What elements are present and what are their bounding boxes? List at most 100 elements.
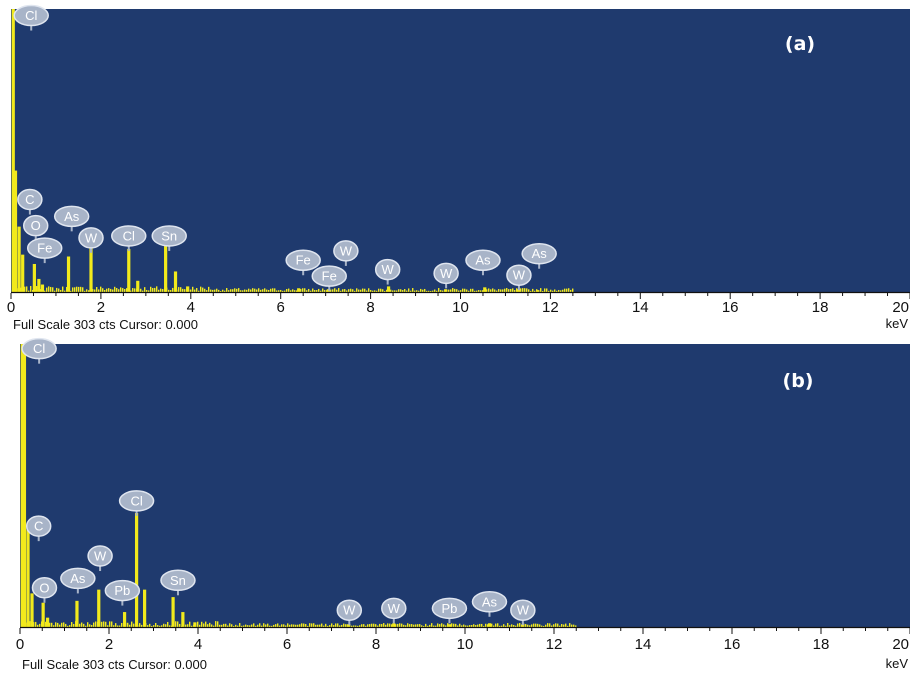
background-noise (187, 624, 189, 627)
background-noise (498, 289, 500, 292)
background-noise (554, 289, 556, 292)
background-noise (325, 623, 327, 627)
background-noise (308, 288, 310, 292)
background-noise (147, 625, 149, 627)
background-noise (363, 624, 365, 627)
background-noise (473, 624, 475, 627)
background-noise (499, 625, 501, 627)
x-tick-label: 0 (16, 636, 24, 653)
background-noise (93, 622, 95, 627)
spectrum-peak (487, 623, 492, 627)
background-noise (91, 625, 93, 627)
background-noise (416, 290, 418, 292)
x-axis: 0 2 4 6 8 10 12 14 16 18 20 (7, 291, 910, 316)
background-noise (472, 288, 474, 292)
background-noise (480, 290, 482, 292)
background-noise (146, 289, 148, 292)
peak-label-text: Fe (37, 241, 52, 256)
peak-label: W (336, 599, 363, 626)
background-noise (85, 625, 87, 627)
background-noise (162, 289, 164, 292)
background-noise (515, 625, 517, 627)
background-noise (57, 622, 59, 627)
peak-label: As (471, 591, 508, 617)
background-noise (454, 288, 456, 292)
background-noise (284, 290, 286, 292)
background-noise (263, 623, 265, 627)
peak-label-text: C (25, 192, 34, 207)
background-noise (315, 624, 317, 627)
background-noise (382, 289, 384, 292)
background-noise (555, 623, 557, 627)
background-noise (310, 290, 312, 292)
background-noise (410, 290, 412, 292)
background-noise (133, 623, 135, 627)
background-noise (236, 288, 238, 292)
peak-label: O (31, 577, 58, 603)
background-noise (387, 623, 389, 627)
background-noise (151, 625, 153, 627)
spectrum-peak (37, 278, 41, 292)
plot-area (20, 344, 910, 627)
background-noise (101, 621, 103, 627)
background-noise (129, 624, 131, 627)
background-noise (522, 288, 524, 292)
peak-label-text: Sn (161, 228, 177, 243)
background-noise (81, 622, 83, 627)
spectrum-peak (346, 624, 351, 627)
peak-label: W (510, 599, 536, 626)
background-noise (65, 623, 67, 627)
background-noise (231, 624, 233, 627)
background-noise (264, 288, 266, 292)
background-noise (366, 290, 368, 292)
x-tick-label: 20 (892, 636, 909, 653)
spectrum-peak (26, 524, 30, 627)
background-noise (571, 624, 573, 627)
background-noise (391, 624, 393, 627)
peak-label-text: Cl (130, 493, 142, 508)
background-noise (159, 625, 161, 627)
spectrum-peak (171, 597, 175, 627)
spectrum-peak (483, 287, 487, 292)
background-noise (175, 621, 177, 627)
background-noise (230, 289, 232, 292)
background-noise (63, 622, 65, 627)
background-noise (207, 624, 209, 627)
background-noise (234, 288, 236, 292)
background-noise (89, 624, 91, 627)
background-noise (79, 623, 81, 627)
peak-label: C (25, 515, 52, 542)
spectrum-peak (143, 589, 147, 627)
background-noise (452, 288, 454, 292)
background-noise (302, 288, 304, 292)
background-noise (552, 290, 554, 292)
background-noise (386, 289, 388, 292)
background-noise (469, 625, 471, 627)
background-noise (289, 624, 291, 627)
background-noise (323, 625, 325, 627)
background-noise (249, 625, 251, 627)
x-tick-label: 18 (812, 299, 829, 316)
background-noise (479, 623, 481, 627)
background-noise (490, 289, 492, 292)
background-noise (394, 290, 396, 292)
background-noise (389, 623, 391, 627)
background-noise (450, 289, 452, 292)
background-noise (463, 624, 465, 627)
spectrum-peak (13, 170, 18, 292)
spectrum-peak (521, 624, 525, 627)
background-noise (407, 623, 409, 627)
background-noise (291, 624, 293, 627)
spectrum-bars (20, 344, 577, 627)
background-noise (134, 288, 136, 292)
background-noise (531, 624, 533, 627)
background-noise (132, 288, 134, 292)
panel-label: (a) (785, 33, 815, 55)
peak-label-text: As (475, 253, 491, 268)
background-noise (118, 289, 120, 292)
background-noise (214, 289, 216, 292)
background-noise (213, 625, 215, 627)
background-noise (33, 622, 35, 627)
background-noise (567, 625, 569, 627)
background-noise (275, 624, 277, 627)
